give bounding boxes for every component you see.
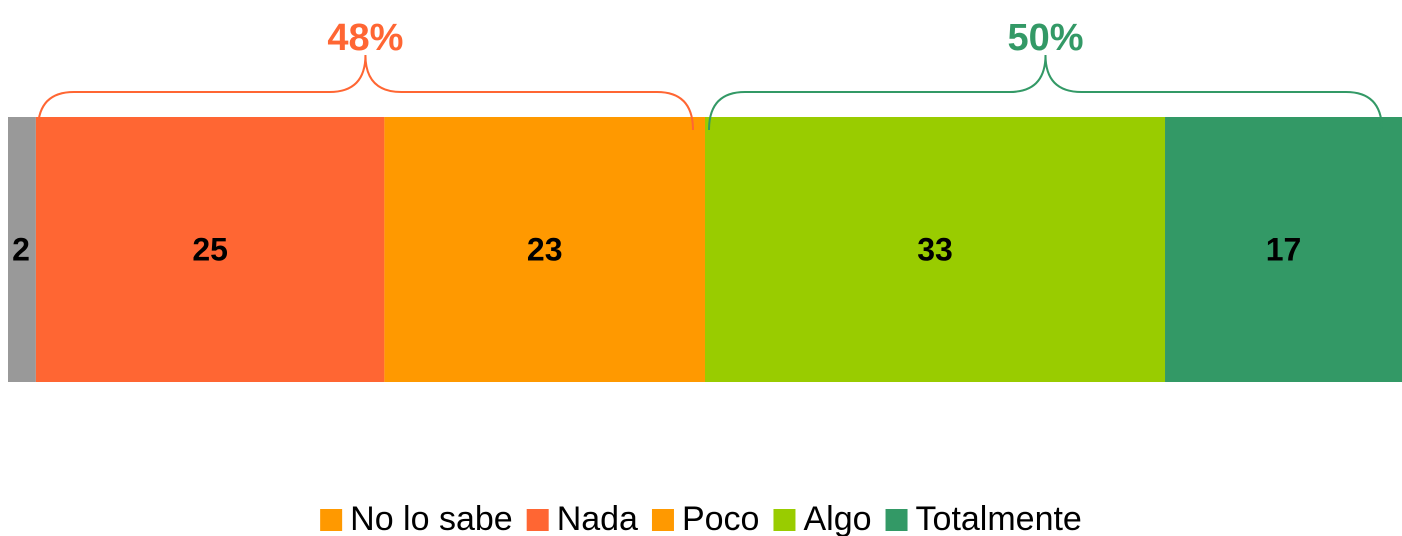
data-label-nada: 25 (192, 232, 228, 268)
bar-segment-totalmente (1165, 117, 1402, 382)
bracket-negative (36, 54, 694, 131)
legend-label-no-lo-sabe: No lo sabe (350, 500, 513, 536)
group-brackets: 48% 50% (36, 17, 1383, 131)
group-total-label-positive: 50% (1007, 17, 1083, 59)
bar-segment-poco (384, 117, 705, 382)
segment-data-labels: 2 25 23 33 17 (12, 232, 1301, 268)
bar-segment-algo (705, 117, 1166, 382)
legend-swatch-nada (526, 509, 549, 531)
legend-label-nada: Nada (557, 500, 638, 536)
data-label-algo: 33 (917, 232, 953, 268)
legend-label-totalmente: Totalmente (916, 500, 1082, 536)
legend: No lo sabe Nada Poco Algo Totalmente (320, 500, 1082, 536)
legend-label-algo: Algo (803, 500, 871, 536)
bracket-positive (708, 54, 1383, 131)
bar-segment-nada (35, 117, 385, 382)
legend-swatch-algo (773, 509, 796, 531)
data-label-poco: 23 (527, 232, 563, 268)
legend-swatch-totalmente (885, 509, 908, 531)
legend-swatch-poco (651, 509, 674, 531)
bar-segments (8, 117, 1402, 382)
bar-segment-no-lo-sabe (8, 117, 36, 382)
legend-label-poco: Poco (682, 500, 760, 536)
group-total-label-negative: 48% (327, 17, 403, 59)
data-label-no-lo-sabe: 2 (12, 232, 30, 268)
legend-swatch-no-lo-sabe (320, 509, 343, 531)
data-label-totalmente: 17 (1266, 232, 1302, 268)
